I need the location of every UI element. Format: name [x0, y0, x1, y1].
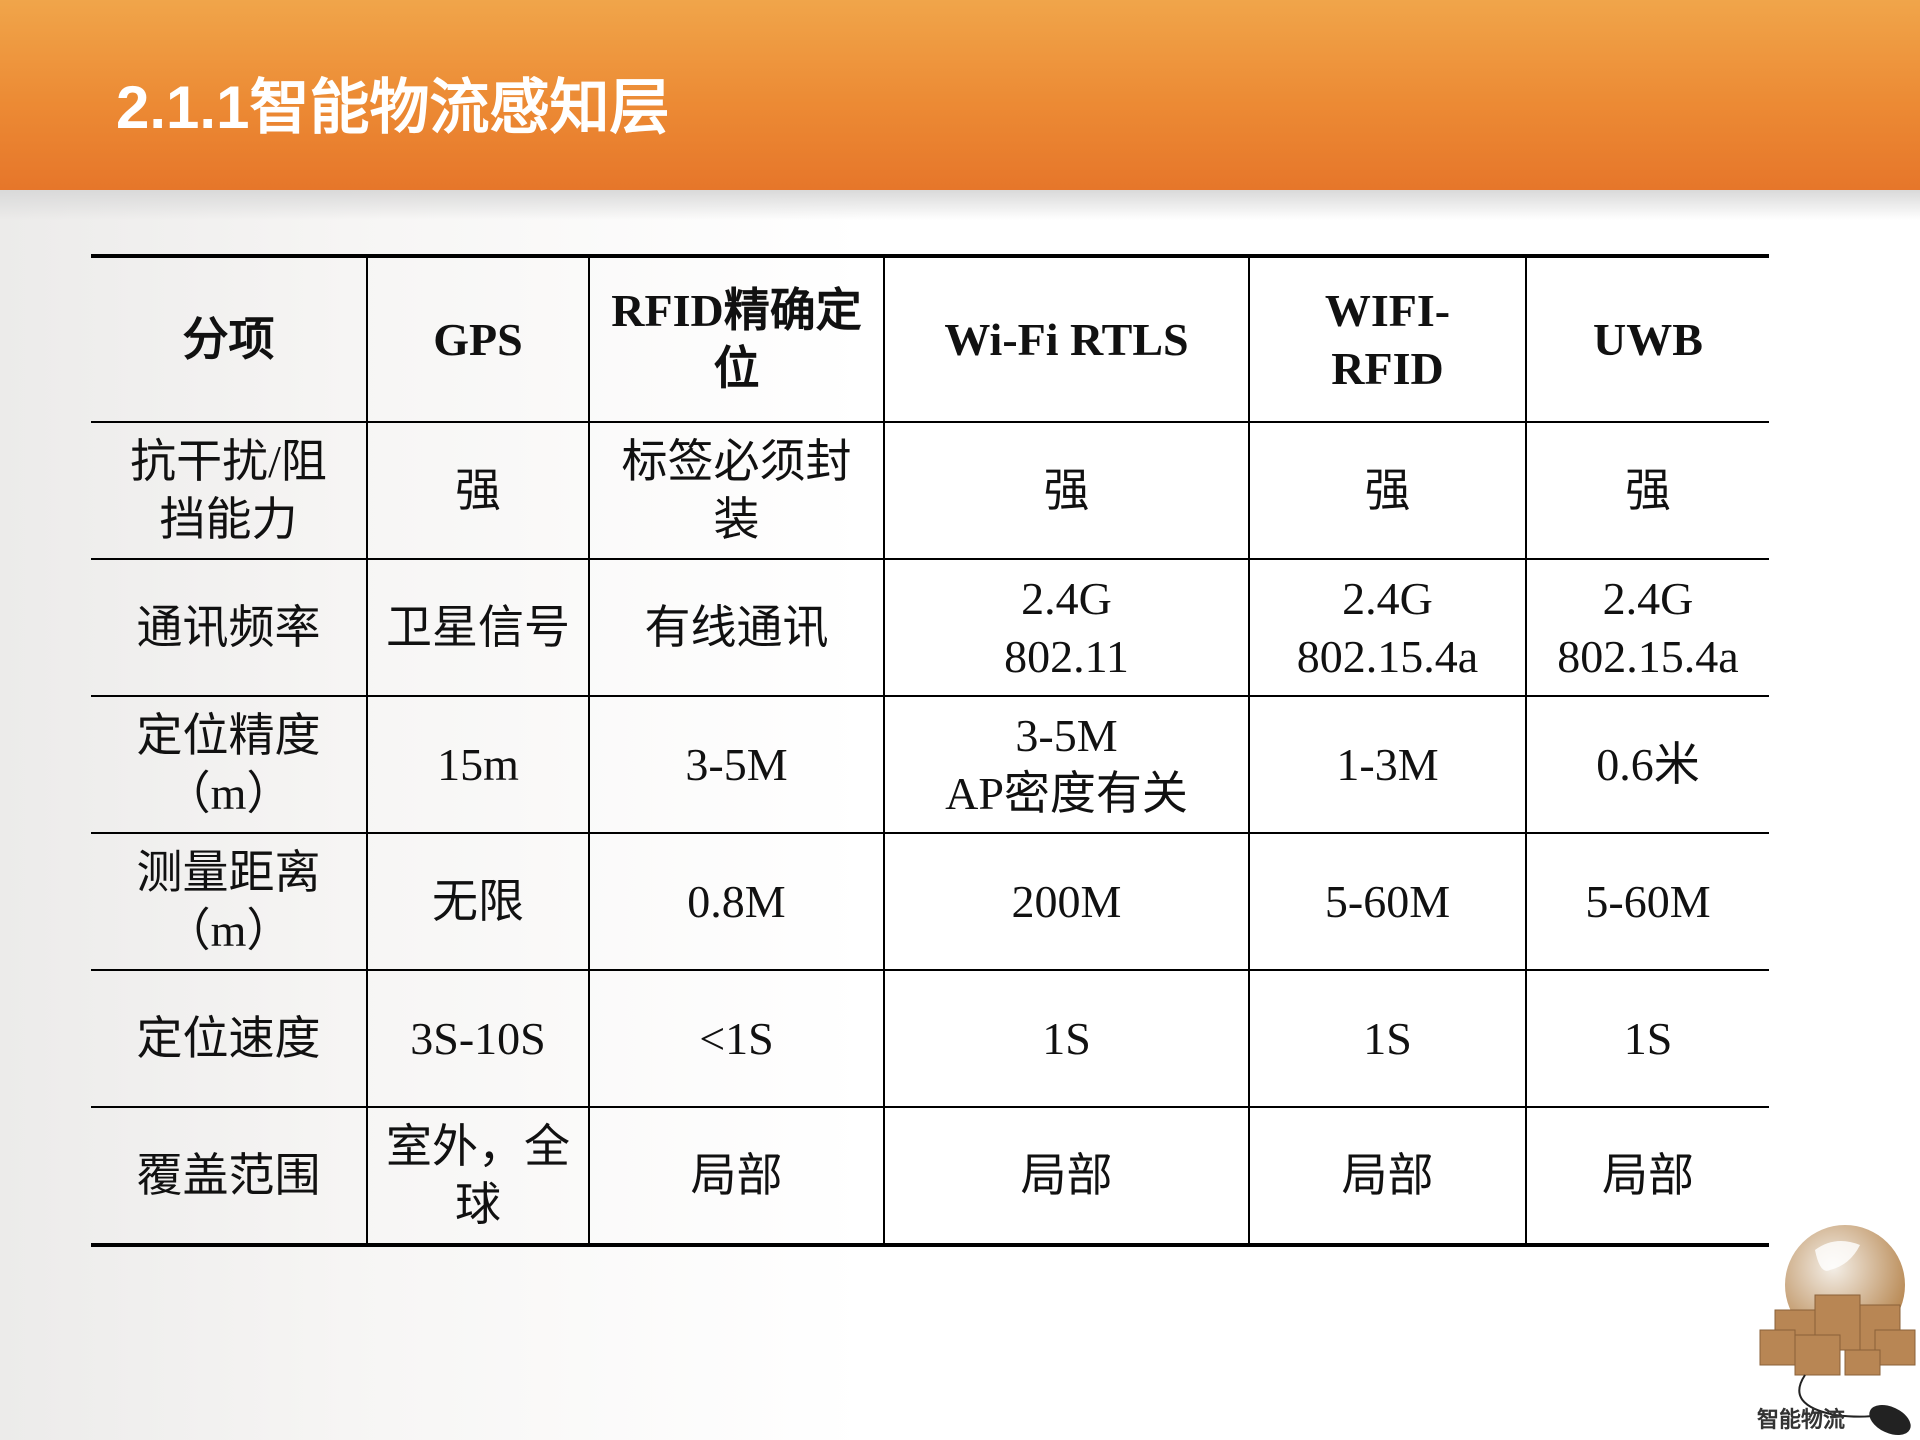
table-cell: 有线通讯 [588, 558, 885, 697]
row-label-cell: 覆盖范围 [91, 1106, 368, 1246]
table-cell: 1S [1248, 969, 1527, 1108]
row-label-cell: 定位速度 [91, 969, 368, 1108]
table-row: 定位精度 （m） 15m 3-5M 3-5M AP密度有关 1-3M 0.6米 [91, 695, 1769, 834]
table-cell: 局部 [883, 1106, 1250, 1246]
table-cell: 1-3M [1248, 695, 1527, 834]
table-cell: 1S [883, 969, 1250, 1108]
table-cell: 1S [1525, 969, 1769, 1108]
slide-title: 2.1.1智能物流感知层 [116, 74, 670, 141]
column-header: WIFI- RFID [1248, 255, 1527, 423]
table-cell: 室外，全 球 [366, 1106, 590, 1246]
table-cell: 局部 [1248, 1106, 1527, 1246]
row-label-cell: 定位精度 （m） [91, 695, 368, 834]
table-cell: 标签必须封 装 [588, 421, 885, 560]
table-cell: 强 [883, 421, 1250, 560]
table-cell: 3-5M [588, 695, 885, 834]
table-cell: 2.4G 802.11 [883, 558, 1250, 697]
logo-text: 智能物流 [1757, 1408, 1846, 1433]
table-cell: 卫星信号 [366, 558, 590, 697]
row-label-cell: 通讯频率 [91, 558, 368, 697]
title-bar [0, 0, 1920, 190]
table-row: 抗干扰/阻 挡能力强标签必须封 装强强强 [91, 421, 1769, 560]
table-cell: 强 [366, 421, 590, 560]
table-cell: 200M [883, 832, 1250, 971]
table-row: 测量距离 （m） 无限 0.8M 200M 5-60M 5-60M [91, 832, 1769, 971]
table-row: 通讯频率 卫星信号 有线通讯 2.4G 802.11 2.4G 802.15.4a 2.4… [91, 558, 1769, 697]
column-header: UWB [1525, 255, 1769, 423]
table-cell: 5-60M [1525, 832, 1769, 971]
boxes-icon [1759, 1294, 1916, 1376]
comparison-table: 分项 GPS RFID精确定 位 Wi-Fi RTLS WIFI- RFID UWB 抗干… [91, 254, 1769, 1247]
table-row: 覆盖范围 室外，全 球局部 局部 局部 局部 [91, 1106, 1769, 1246]
table-cell: <1S [588, 969, 885, 1108]
column-header: 分项 [91, 255, 368, 423]
table-cell: 2.4G 802.15.4a [1525, 558, 1769, 697]
table-cell: 强 [1248, 421, 1527, 560]
table-cell: 15m [366, 695, 590, 834]
table-row: 定位速度 3S-10S <1S 1S 1S 1S [91, 969, 1769, 1108]
logo-image [1759, 1225, 1916, 1436]
table-cell: 局部 [1525, 1106, 1769, 1246]
title-bar-shadow [0, 190, 1920, 220]
table-cell: 无限 [366, 832, 590, 971]
table-cell: 2.4G 802.15.4a [1248, 558, 1527, 697]
table-cell: 0.6米 [1525, 695, 1769, 834]
mouse-icon [1869, 1404, 1911, 1436]
table-cell: 强 [1525, 421, 1769, 560]
column-header: GPS [366, 255, 590, 423]
column-header: RFID精确定 位 [588, 255, 885, 423]
column-header: Wi-Fi RTLS [883, 255, 1250, 423]
row-label-cell: 抗干扰/阻 挡能力 [91, 421, 368, 560]
table-cell: 5-60M [1248, 832, 1527, 971]
table-cell: 局部 [588, 1106, 885, 1246]
table-cell: 3-5M AP密度有关 [883, 695, 1250, 834]
table-cell: 0.8M [588, 832, 885, 971]
table-header-row: 分项 GPS RFID精确定 位 Wi-Fi RTLS WIFI- RFID UWB [91, 255, 1769, 423]
row-label-cell: 测量距离 （m） [91, 832, 368, 971]
table-cell: 3S-10S [366, 969, 590, 1108]
